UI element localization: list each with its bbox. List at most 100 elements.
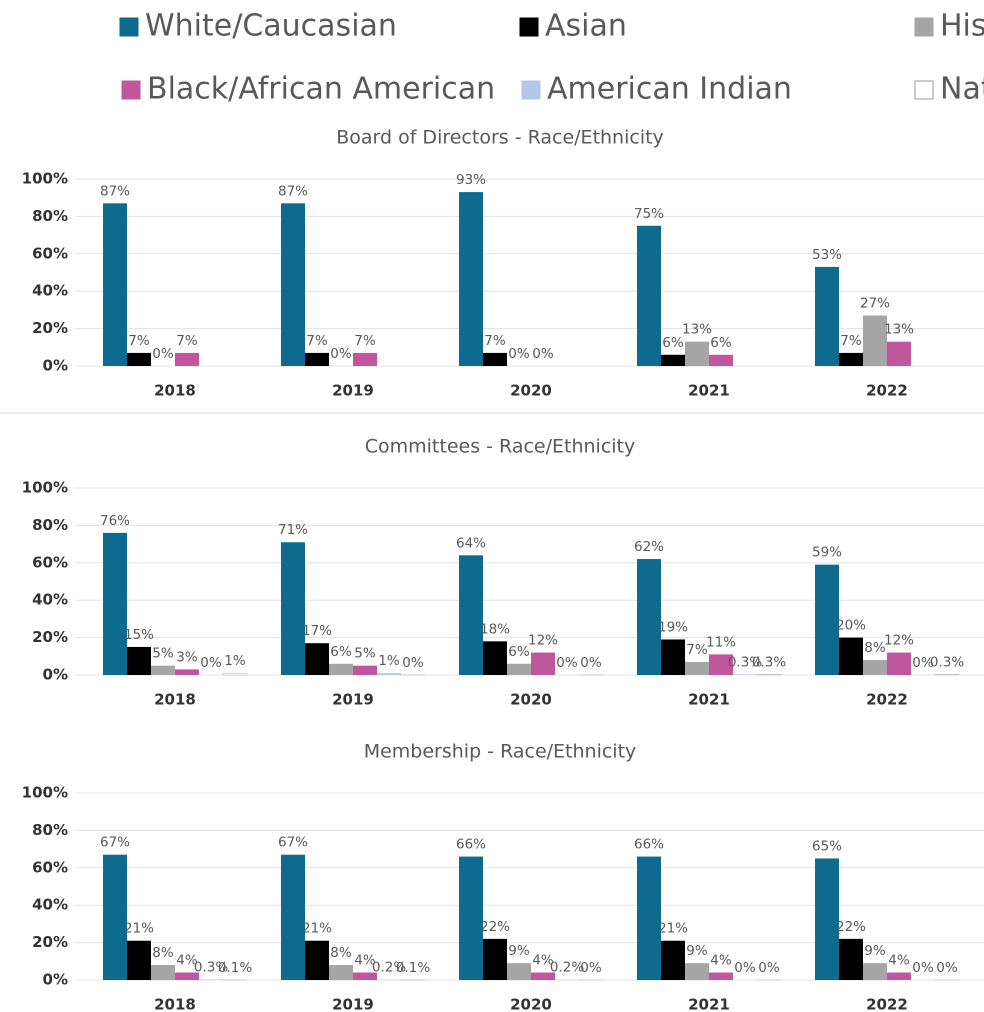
x-tick-label: 2022 xyxy=(866,996,908,1012)
data-label: 17% xyxy=(302,623,332,639)
data-label: 0.2% xyxy=(550,960,584,976)
data-label: 4% xyxy=(532,953,554,969)
bar xyxy=(637,559,661,675)
data-label: 7% xyxy=(484,333,506,349)
legend-swatch xyxy=(121,80,141,100)
data-label: 0% xyxy=(912,960,934,976)
data-label: 9% xyxy=(508,943,530,959)
legend-label: Asian xyxy=(545,9,627,44)
bar xyxy=(887,341,911,366)
bar xyxy=(353,665,377,675)
bar xyxy=(127,646,151,675)
bar xyxy=(459,856,483,980)
data-label: 0.3% xyxy=(752,654,786,670)
x-tick-label: 2021 xyxy=(688,691,730,709)
bar xyxy=(127,352,151,366)
data-label: 7% xyxy=(128,333,150,349)
y-tick-label: 40% xyxy=(32,282,68,300)
legend-label: White/Caucasian xyxy=(145,9,397,44)
bar xyxy=(637,225,661,366)
legend-swatch xyxy=(521,80,541,100)
bar xyxy=(199,979,223,980)
data-label: 8% xyxy=(152,945,174,961)
bar xyxy=(459,192,483,366)
data-label: 9% xyxy=(864,943,886,959)
bar xyxy=(661,639,685,675)
bar xyxy=(685,661,709,675)
legend-swatch xyxy=(914,80,934,100)
data-label: 6% xyxy=(508,644,530,660)
x-tick-label: 2020 xyxy=(510,996,552,1012)
legend-label: His xyxy=(940,9,984,44)
data-label: 4% xyxy=(354,953,376,969)
data-label: 20% xyxy=(836,618,866,634)
data-label: 12% xyxy=(528,633,558,649)
y-tick-label: 40% xyxy=(32,896,68,914)
data-label: 18% xyxy=(480,621,510,637)
bar xyxy=(329,663,353,675)
data-label: 13% xyxy=(884,322,914,338)
bar xyxy=(507,963,531,980)
bar xyxy=(661,354,685,366)
bar xyxy=(685,963,709,980)
y-tick-label: 20% xyxy=(32,628,68,646)
data-label: 0.3% xyxy=(728,654,762,670)
legend-label: Black/African American xyxy=(147,72,495,107)
y-tick-label: 80% xyxy=(32,207,68,225)
y-tick-label: 100% xyxy=(22,170,68,188)
bar xyxy=(353,352,377,366)
data-label: 3% xyxy=(176,649,198,665)
data-label: 0.1% xyxy=(218,960,252,976)
data-label: 0% xyxy=(758,960,780,976)
bar xyxy=(175,352,199,366)
bar xyxy=(305,940,329,980)
data-label: 0% xyxy=(936,960,958,976)
data-label: 1% xyxy=(224,653,246,669)
bar xyxy=(151,965,175,980)
data-label: 62% xyxy=(634,539,664,555)
data-label: 7% xyxy=(354,333,376,349)
data-label: 0% xyxy=(330,346,352,362)
data-label: 6% xyxy=(662,335,684,351)
bar xyxy=(353,972,377,980)
data-label: 65% xyxy=(812,838,842,854)
data-label: 87% xyxy=(100,183,130,199)
data-label: 7% xyxy=(686,642,708,658)
data-label: 0.2% xyxy=(372,960,406,976)
y-tick-label: 0% xyxy=(43,666,68,684)
bar xyxy=(281,542,305,675)
x-tick-label: 2019 xyxy=(332,691,374,709)
x-tick-label: 2022 xyxy=(866,691,908,709)
bar xyxy=(815,564,839,675)
data-label: 0% xyxy=(532,346,554,362)
bar xyxy=(305,643,329,675)
data-label: 7% xyxy=(840,333,862,349)
bar xyxy=(377,673,401,675)
y-tick-label: 80% xyxy=(32,516,68,534)
data-label: 21% xyxy=(658,921,688,937)
data-label: 4% xyxy=(176,953,198,969)
x-tick-label: 2019 xyxy=(332,996,374,1012)
bar xyxy=(222,672,248,676)
x-tick-label: 2022 xyxy=(866,382,908,400)
data-label: 6% xyxy=(710,335,732,351)
data-label: 0% xyxy=(152,346,174,362)
data-label: 1% xyxy=(378,653,400,669)
bar xyxy=(934,674,960,676)
bar xyxy=(815,858,839,980)
bar xyxy=(483,352,507,366)
data-label: 0% xyxy=(556,655,578,671)
x-tick-label: 2021 xyxy=(688,996,730,1012)
bar xyxy=(103,854,127,980)
bar xyxy=(103,203,127,366)
chart-title: Committees - Race/Ethnicity xyxy=(365,436,636,458)
y-tick-label: 20% xyxy=(32,319,68,337)
bar xyxy=(733,674,757,675)
data-label: 59% xyxy=(812,545,842,561)
data-label: 0% xyxy=(580,655,602,671)
bar xyxy=(839,637,863,675)
data-label: 0% xyxy=(200,655,222,671)
data-label: 21% xyxy=(302,921,332,937)
